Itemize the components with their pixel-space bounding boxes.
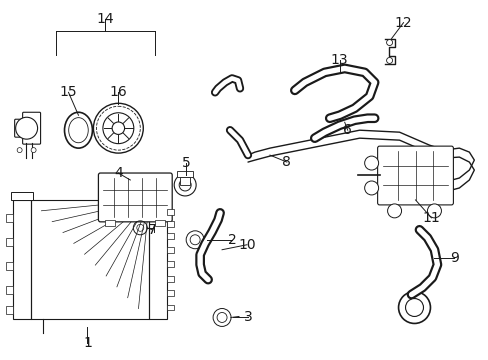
Ellipse shape	[16, 117, 38, 139]
Bar	[167, 305, 174, 310]
Text: 6: 6	[343, 123, 351, 137]
FancyBboxPatch shape	[377, 146, 452, 205]
Bar	[167, 247, 174, 253]
Text: 16: 16	[109, 85, 127, 99]
Circle shape	[31, 148, 36, 153]
Bar	[11, 192, 33, 200]
Bar	[167, 276, 174, 282]
Text: 8: 8	[282, 155, 291, 169]
Text: 2: 2	[227, 233, 236, 247]
Bar	[167, 290, 174, 296]
Circle shape	[174, 174, 196, 196]
Bar	[31, 200, 149, 319]
Bar	[167, 209, 174, 215]
Bar	[177, 171, 193, 177]
Bar	[6, 238, 13, 246]
Bar	[6, 214, 13, 222]
Ellipse shape	[68, 118, 88, 143]
Circle shape	[427, 204, 441, 218]
Text: 7: 7	[147, 223, 156, 237]
Bar	[105, 220, 115, 226]
Text: 15: 15	[60, 85, 77, 99]
Bar	[6, 262, 13, 270]
Bar	[167, 233, 174, 239]
Text: 4: 4	[114, 166, 122, 180]
Circle shape	[386, 40, 392, 45]
Bar	[155, 220, 165, 226]
Text: 3: 3	[243, 310, 252, 324]
Circle shape	[112, 122, 124, 134]
Text: 13: 13	[330, 54, 348, 67]
Text: 5: 5	[182, 156, 190, 170]
Circle shape	[386, 58, 392, 63]
Circle shape	[213, 309, 230, 327]
Circle shape	[102, 113, 134, 144]
Bar	[167, 221, 174, 227]
Text: 11: 11	[422, 211, 439, 225]
Circle shape	[387, 204, 401, 218]
Bar	[13, 200, 31, 319]
Bar	[6, 285, 13, 293]
Bar	[167, 261, 174, 267]
Text: 1: 1	[83, 336, 92, 350]
Circle shape	[186, 231, 203, 249]
Circle shape	[364, 181, 378, 195]
Circle shape	[364, 156, 378, 170]
Text: 9: 9	[449, 251, 458, 265]
FancyBboxPatch shape	[22, 112, 41, 144]
Text: 12: 12	[394, 15, 411, 30]
Bar	[149, 200, 167, 319]
Circle shape	[17, 148, 22, 153]
Bar	[180, 177, 190, 185]
Bar	[6, 306, 13, 314]
Circle shape	[405, 298, 423, 316]
Circle shape	[93, 103, 143, 153]
FancyBboxPatch shape	[98, 173, 172, 222]
Text: 14: 14	[97, 12, 114, 26]
Text: 10: 10	[238, 238, 255, 252]
FancyBboxPatch shape	[15, 119, 39, 137]
